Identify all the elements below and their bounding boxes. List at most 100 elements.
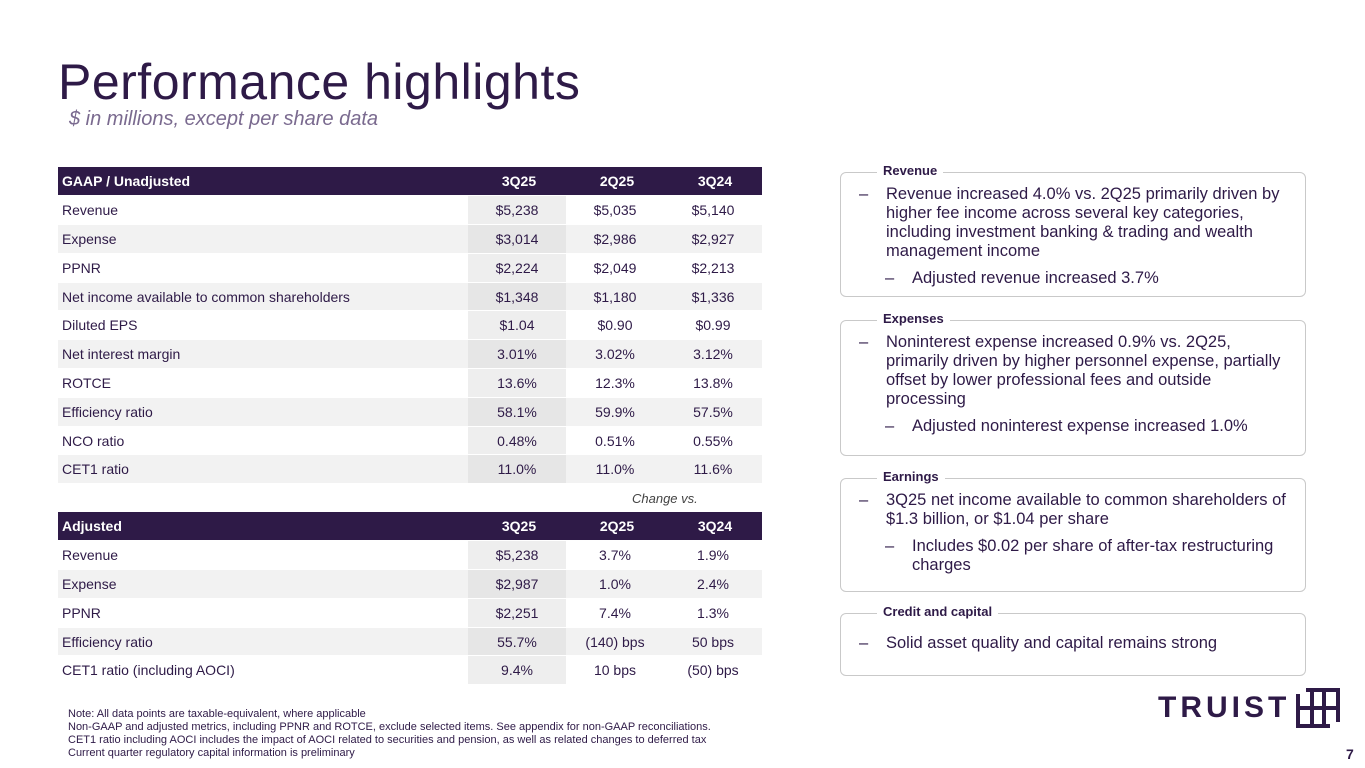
table-cell: 11.6% — [664, 454, 762, 485]
row-label: Diluted EPS — [58, 310, 468, 341]
row-label: CET1 ratio — [58, 454, 468, 485]
table-cell: 3.7% — [566, 540, 664, 571]
page-title: Performance highlights — [58, 54, 581, 110]
page-subtitle: $ in millions, except per share data — [69, 108, 379, 130]
gaap-table: GAAP / Unadjusted 3Q25 2Q25 3Q24 Revenue $5,… — [58, 167, 762, 485]
table-cell: 0.51% — [566, 426, 664, 456]
earnings-bullet: 3Q25 net income available to common shar… — [859, 491, 1293, 529]
earnings-sub-bullet: Includes $0.02 per share of after-tax re… — [885, 537, 1293, 575]
row-label: PPNR — [58, 253, 468, 283]
table-cell: 13.6% — [468, 368, 566, 398]
table-cell: $1,336 — [664, 282, 762, 312]
expenses-box: Expenses Noninterest expense increased 0… — [840, 311, 1306, 456]
table-header-label: Adjusted — [58, 512, 468, 542]
table-header-period: 2Q25 — [566, 512, 664, 542]
row-label: Efficiency ratio — [58, 627, 468, 657]
table-row: Diluted EPS $1.04 $0.90 $0.99 — [58, 310, 762, 341]
table-cell: $1,180 — [566, 282, 664, 312]
table-row: NCO ratio 0.48% 0.51% 0.55% — [58, 426, 762, 456]
revenue-box: Revenue Revenue increased 4.0% vs. 2Q25 … — [840, 163, 1306, 297]
table-header-label: GAAP / Unadjusted — [58, 167, 468, 197]
footnote-line: Non-GAAP and adjusted metrics, including… — [68, 721, 711, 733]
footnotes: Note: All data points are taxable-equiva… — [68, 708, 711, 760]
footnote-line: Current quarter regulatory capital infor… — [68, 747, 355, 759]
row-label: NCO ratio — [58, 426, 468, 456]
table-cell: 3.02% — [566, 339, 664, 370]
table-row: Expense $3,014 $2,986 $2,927 — [58, 224, 762, 254]
revenue-box-label: Revenue — [877, 163, 944, 178]
table-cell: 2.4% — [664, 569, 762, 599]
table-cell: $5,238 — [468, 540, 566, 571]
table-cell: $1,348 — [468, 282, 566, 312]
row-label: Efficiency ratio — [58, 397, 468, 427]
table-cell: 0.55% — [664, 426, 762, 456]
row-label: CET1 ratio (including AOCI) — [58, 655, 468, 686]
table-row: Net income available to common sharehold… — [58, 282, 762, 312]
earnings-box: Earnings 3Q25 net income available to co… — [840, 469, 1306, 592]
row-label: Expense — [58, 569, 468, 599]
table-header-period: 3Q24 — [664, 167, 762, 197]
table-row: Net interest margin 3.01% 3.02% 3.12% — [58, 339, 762, 370]
table-cell: $5,140 — [664, 195, 762, 226]
row-label: ROTCE — [58, 368, 468, 398]
change-vs-label: Change vs. — [632, 491, 698, 506]
row-label: PPNR — [58, 598, 468, 628]
table-cell: $3,014 — [468, 224, 566, 254]
page-number: 7 — [1346, 746, 1354, 762]
table-row: PPNR $2,224 $2,049 $2,213 — [58, 253, 762, 283]
table-cell: 9.4% — [468, 655, 566, 686]
table-cell: $2,224 — [468, 253, 566, 283]
table-cell: 3.01% — [468, 339, 566, 370]
table-cell: 1.9% — [664, 540, 762, 571]
table-header-period: 2Q25 — [566, 167, 664, 197]
table-cell: $0.90 — [566, 310, 664, 341]
table-row: Revenue $5,238 $5,035 $5,140 — [58, 195, 762, 226]
table-row: Expense $2,987 1.0% 2.4% — [58, 569, 762, 599]
table-cell: $2,927 — [664, 224, 762, 254]
table-cell: 11.0% — [566, 454, 664, 485]
table-cell: 13.8% — [664, 368, 762, 398]
table-cell: $2,986 — [566, 224, 664, 254]
table-cell: $1.04 — [468, 310, 566, 341]
truist-mark-icon — [1296, 688, 1341, 728]
table-row: Revenue $5,238 3.7% 1.9% — [58, 540, 762, 571]
credit-box-label: Credit and capital — [877, 604, 999, 619]
row-label: Net income available to common sharehold… — [58, 282, 468, 312]
table-cell: 1.3% — [664, 598, 762, 628]
table-cell: 0.48% — [468, 426, 566, 456]
table-cell: 11.0% — [468, 454, 566, 485]
table-cell: 1.0% — [566, 569, 664, 599]
table-row: CET1 ratio 11.0% 11.0% 11.6% — [58, 454, 762, 485]
expenses-bullet: Noninterest expense increased 0.9% vs. 2… — [859, 333, 1293, 409]
earnings-box-label: Earnings — [877, 469, 945, 484]
expenses-sub-bullet: Adjusted noninterest expense increased 1… — [885, 417, 1293, 436]
expenses-box-label: Expenses — [877, 311, 950, 326]
row-label: Revenue — [58, 540, 468, 571]
table-row: Efficiency ratio 58.1% 59.9% 57.5% — [58, 397, 762, 427]
table-cell: $2,987 — [468, 569, 566, 599]
table-cell: (50) bps — [664, 655, 762, 686]
table-cell: $5,238 — [468, 195, 566, 226]
table-header-period: 3Q25 — [468, 167, 566, 197]
truist-logo: TRUIST — [1158, 688, 1341, 728]
revenue-bullet: Revenue increased 4.0% vs. 2Q25 primaril… — [859, 185, 1293, 261]
table-header-period: 3Q24 — [664, 512, 762, 542]
table-cell: 50 bps — [664, 627, 762, 657]
logo-text: TRUIST — [1158, 691, 1291, 724]
credit-box: Credit and capital Solid asset quality a… — [840, 604, 1306, 676]
table-header-row: GAAP / Unadjusted 3Q25 2Q25 3Q24 — [58, 167, 762, 197]
table-cell: 58.1% — [468, 397, 566, 427]
table-row: ROTCE 13.6% 12.3% 13.8% — [58, 368, 762, 398]
table-cell: $2,213 — [664, 253, 762, 283]
table-cell: 55.7% — [468, 627, 566, 657]
table-cell: $0.99 — [664, 310, 762, 341]
table-cell: (140) bps — [566, 627, 664, 657]
table-row: CET1 ratio (including AOCI) 9.4% 10 bps (50… — [58, 655, 762, 686]
table-cell: 59.9% — [566, 397, 664, 427]
table-cell: 12.3% — [566, 368, 664, 398]
revenue-sub-bullet: Adjusted revenue increased 3.7% — [885, 269, 1293, 288]
footnote-line: Note: All data points are taxable-equiva… — [68, 708, 366, 720]
row-label: Net interest margin — [58, 339, 468, 370]
footnote-line: CET1 ratio including AOCI includes the i… — [68, 734, 707, 746]
table-cell: 7.4% — [566, 598, 664, 628]
